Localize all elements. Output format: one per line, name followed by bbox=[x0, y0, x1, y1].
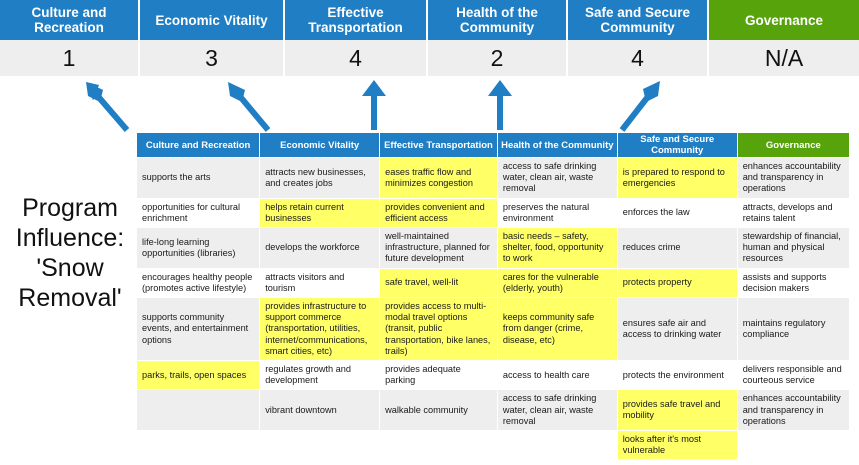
matrix-cell bbox=[135, 389, 261, 432]
matrix-header-row: Culture and Recreation Economic Vitality… bbox=[135, 132, 851, 158]
matrix-cell: stewardship of financial, human and phys… bbox=[736, 227, 851, 269]
matrix-cell: reduces crime bbox=[616, 227, 738, 269]
matrix-row: parks, trails, open spaces regulates grow… bbox=[135, 360, 851, 391]
matrix-cell: provides convenient and efficient access bbox=[379, 197, 498, 229]
score-value-safe-and-secure-community: 4 bbox=[568, 40, 709, 76]
caption-line-1: Program bbox=[22, 194, 118, 222]
program-influence-matrix: Culture and Recreation Economic Vitality… bbox=[135, 132, 851, 461]
matrix-cell: assists and supports decision makers bbox=[736, 267, 851, 299]
matrix-cell: helps retain current businesses bbox=[259, 197, 381, 229]
matrix-cell: provides adequate parking bbox=[379, 360, 498, 391]
matrix-cell: enhances accountability and transparency… bbox=[736, 389, 851, 432]
score-header-health-of-the-community: Health of the Community bbox=[428, 0, 568, 40]
arrow-safe-secure-community-icon bbox=[619, 81, 660, 132]
matrix-cell: delivers responsible and courteous servi… bbox=[736, 360, 851, 391]
score-header-culture-and-recreation: Culture and Recreation bbox=[0, 0, 140, 40]
score-header-safe-and-secure-community: Safe and Secure Community bbox=[568, 0, 709, 40]
caption-line-3: 'Snow bbox=[36, 254, 104, 282]
matrix-cell: enhances accountability and transparency… bbox=[736, 157, 851, 199]
matrix-cell: basic needs – safety, shelter, food, opp… bbox=[496, 227, 618, 269]
matrix-header-economic-vitality: Economic Vitality bbox=[259, 132, 381, 158]
score-header-governance: Governance bbox=[709, 0, 859, 40]
matrix-cell: develops the workforce bbox=[259, 227, 381, 269]
matrix-cell: preserves the natural environment bbox=[496, 197, 618, 229]
arrow-health-of-community-icon bbox=[488, 80, 512, 130]
influence-arrows-group bbox=[86, 80, 660, 132]
scorecard-value-row: 1 3 4 2 4 N/A bbox=[0, 40, 859, 76]
matrix-cell: safe travel, well-lit bbox=[379, 267, 498, 299]
caption-line-2: Influence: bbox=[15, 224, 125, 252]
matrix-row: opportunities for cultural enrichment hel… bbox=[135, 197, 851, 229]
matrix-body: supports the arts attracts new businesses… bbox=[135, 157, 851, 461]
matrix-cell: attracts visitors and tourism bbox=[259, 267, 381, 299]
matrix-cell bbox=[259, 430, 381, 461]
matrix-cell: attracts new businesses, and creates job… bbox=[259, 157, 381, 199]
score-value-economic-vitality: 3 bbox=[140, 40, 285, 76]
matrix-row: looks after it's most vulnerable bbox=[135, 430, 851, 461]
score-value-health-of-the-community: 2 bbox=[428, 40, 568, 76]
matrix-cell: provides access to multi-modal travel op… bbox=[379, 297, 498, 362]
matrix-cell: attracts, develops and retains talent bbox=[736, 197, 851, 229]
matrix-cell: looks after it's most vulnerable bbox=[616, 430, 738, 461]
matrix-header-health-of-the-community: Health of the Community bbox=[496, 132, 618, 158]
matrix-cell: provides infrastructure to support comme… bbox=[259, 297, 381, 362]
matrix-cell: walkable community bbox=[379, 389, 498, 432]
matrix-header-culture-and-recreation: Culture and Recreation bbox=[135, 132, 261, 158]
matrix-cell bbox=[379, 430, 498, 461]
score-header-effective-transportation: Effective Transportation bbox=[285, 0, 428, 40]
matrix-row: encourages healthy people (promotes acti… bbox=[135, 267, 851, 299]
matrix-cell: keeps community safe from danger (crime,… bbox=[496, 297, 618, 362]
matrix-cell: regulates growth and development bbox=[259, 360, 381, 391]
matrix-row: supports community events, and entertain… bbox=[135, 297, 851, 362]
arrow-culture-recreation-icon bbox=[86, 82, 130, 132]
matrix-row: vibrant downtown walkable community access… bbox=[135, 389, 851, 432]
matrix-cell: opportunities for cultural enrichment bbox=[135, 197, 261, 229]
caption-line-4: Removal' bbox=[18, 284, 122, 312]
matrix-cell: supports community events, and entertain… bbox=[135, 297, 261, 362]
scorecard-header-row: Culture and Recreation Economic Vitality… bbox=[0, 0, 859, 40]
score-header-economic-vitality: Economic Vitality bbox=[140, 0, 285, 40]
matrix-cell: life-long learning opportunities (librar… bbox=[135, 227, 261, 269]
matrix-header-governance: Governance bbox=[736, 132, 851, 158]
score-value-culture-and-recreation: 1 bbox=[0, 40, 140, 76]
matrix-cell: supports the arts bbox=[135, 157, 261, 199]
matrix-cell: eases traffic flow and minimizes congest… bbox=[379, 157, 498, 199]
matrix-cell bbox=[496, 430, 618, 461]
matrix-cell: protects property bbox=[616, 267, 738, 299]
matrix-cell: parks, trails, open spaces bbox=[135, 360, 261, 391]
score-value-effective-transportation: 4 bbox=[285, 40, 428, 76]
matrix-header-safe-and-secure-community: Safe and Secure Community bbox=[616, 132, 738, 158]
matrix-cell: vibrant downtown bbox=[259, 389, 381, 432]
matrix-cell: maintains regulatory compliance bbox=[736, 297, 851, 362]
matrix-cell bbox=[736, 430, 851, 461]
matrix-cell: well-maintained infrastructure, planned … bbox=[379, 227, 498, 269]
arrow-effective-transportation-icon bbox=[362, 80, 386, 130]
matrix-cell: encourages healthy people (promotes acti… bbox=[135, 267, 261, 299]
program-influence-caption: Program Influence: 'Snow Removal' bbox=[8, 193, 132, 313]
matrix-cell: protects the environment bbox=[616, 360, 738, 391]
matrix-cell: access to safe drinking water, clean air… bbox=[496, 389, 618, 432]
matrix-cell: is prepared to respond to emergencies bbox=[616, 157, 738, 199]
matrix-cell: provides safe travel and mobility bbox=[616, 389, 738, 432]
matrix-cell: cares for the vulnerable (elderly, youth… bbox=[496, 267, 618, 299]
matrix-cell: ensures safe air and access to drinking … bbox=[616, 297, 738, 362]
matrix-header-effective-transportation: Effective Transportation bbox=[379, 132, 498, 158]
arrow-economic-vitality-icon bbox=[228, 82, 271, 132]
matrix-cell: enforces the law bbox=[616, 197, 738, 229]
matrix-row: supports the arts attracts new businesses… bbox=[135, 157, 851, 199]
matrix-cell: access to safe drinking water, clean air… bbox=[496, 157, 618, 199]
matrix-cell: access to health care bbox=[496, 360, 618, 391]
scorecard-summary-bar: Culture and Recreation Economic Vitality… bbox=[0, 0, 859, 76]
matrix-cell bbox=[135, 430, 261, 461]
score-value-governance: N/A bbox=[709, 40, 859, 76]
matrix-row: life-long learning opportunities (librar… bbox=[135, 227, 851, 269]
